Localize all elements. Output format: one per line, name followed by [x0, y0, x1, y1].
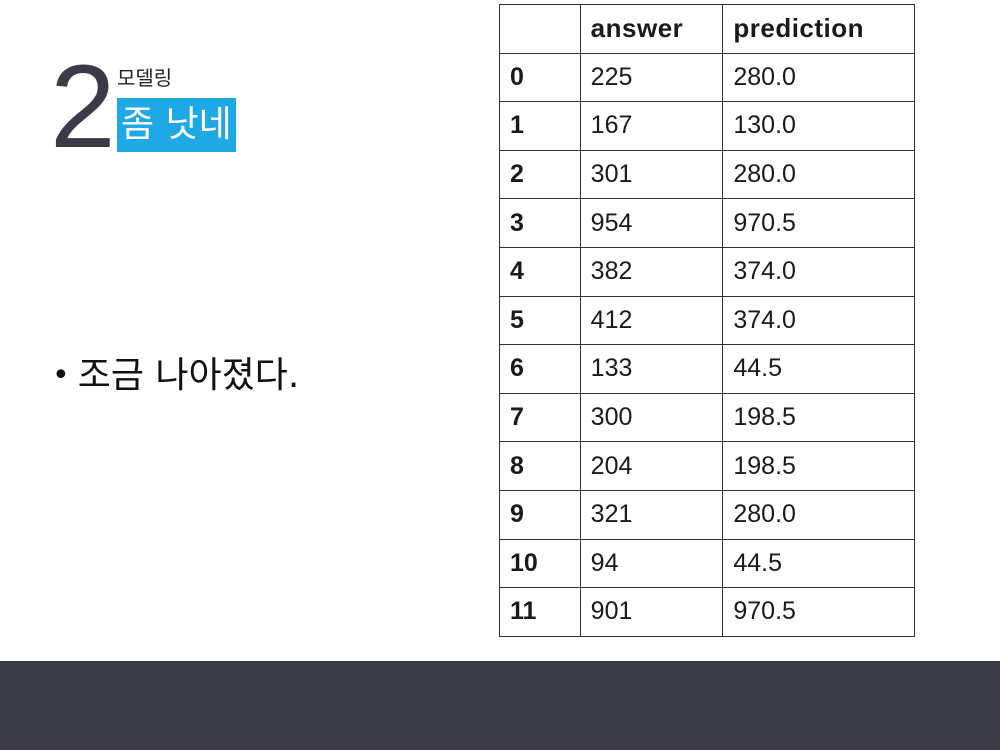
table-row: 11 901 970.5 [499, 587, 915, 637]
prediction-cell: 970.5 [722, 198, 915, 248]
prediction-cell: 44.5 [722, 538, 915, 589]
table-header-row: answer prediction [499, 4, 915, 54]
table-row: 5 412 374.0 [499, 295, 915, 346]
bullet-text: 조금 나아졌다. [77, 355, 300, 396]
prediction-cell: 970.5 [722, 587, 915, 637]
table-row: 10 94 44.5 [499, 538, 915, 589]
row-index-cell: 0 [499, 52, 581, 103]
row-index-cell: 4 [499, 246, 581, 297]
prediction-cell: 198.5 [722, 392, 915, 443]
row-index-cell: 3 [499, 198, 581, 248]
row-index-cell: 10 [499, 538, 581, 589]
row-index-cell: 11 [499, 587, 581, 637]
row-index-cell: 5 [499, 295, 581, 346]
section-title: 좀 낫네 [117, 98, 236, 152]
bullet-dot-icon: • [52, 358, 70, 393]
answer-cell: 901 [579, 587, 724, 637]
answer-cell: 133 [579, 344, 724, 394]
row-index-cell: 6 [499, 344, 581, 394]
prediction-cell: 280.0 [722, 149, 915, 200]
prediction-cell: 374.0 [722, 246, 915, 297]
answer-cell: 167 [579, 101, 724, 151]
answer-cell: 321 [579, 489, 724, 540]
answer-cell: 225 [579, 52, 724, 103]
column-header-answer: answer [579, 4, 724, 54]
footer-bar [0, 661, 1000, 750]
section-label: 모델링 [117, 66, 173, 90]
row-index-cell: 1 [499, 101, 581, 151]
column-header-prediction: prediction [722, 4, 915, 54]
table-row: 8 204 198.5 [499, 441, 915, 491]
results-table: answer prediction 0 225 280.0 1 167 130.0 2 301… [499, 4, 915, 637]
table-row: 6 133 44.5 [499, 344, 915, 394]
table-row: 1 167 130.0 [499, 101, 915, 151]
answer-cell: 94 [579, 538, 724, 589]
table-row: 3 954 970.5 [499, 198, 915, 248]
prediction-cell: 44.5 [722, 344, 915, 394]
table-row: 4 382 374.0 [499, 246, 915, 297]
row-index-cell: 7 [499, 392, 581, 443]
table-row: 2 301 280.0 [499, 149, 915, 200]
answer-cell: 204 [579, 441, 724, 491]
column-header-index [499, 4, 581, 54]
prediction-cell: 374.0 [722, 295, 915, 346]
row-index-cell: 2 [499, 149, 581, 200]
table-row: 7 300 198.5 [499, 392, 915, 443]
prediction-cell: 198.5 [722, 441, 915, 491]
prediction-cell: 130.0 [722, 101, 915, 151]
results-table-container: answer prediction 0 225 280.0 1 167 130.0 2 301… [499, 4, 915, 644]
section-number: 2 [50, 41, 116, 173]
answer-cell: 301 [579, 149, 724, 200]
table-row: 9 321 280.0 [499, 489, 915, 540]
answer-cell: 300 [579, 392, 724, 443]
prediction-cell: 280.0 [722, 489, 915, 540]
bullet-item: • 조금 나아졌다. [52, 352, 299, 400]
answer-cell: 954 [579, 198, 724, 248]
prediction-cell: 280.0 [722, 52, 915, 103]
table-row: 0 225 280.0 [499, 52, 915, 103]
answer-cell: 412 [579, 295, 724, 346]
row-index-cell: 8 [499, 441, 581, 491]
answer-cell: 382 [579, 246, 724, 297]
table-body: 0 225 280.0 1 167 130.0 2 301 280.0 3 954 970.5 4 382… [499, 52, 915, 637]
row-index-cell: 9 [499, 489, 581, 540]
